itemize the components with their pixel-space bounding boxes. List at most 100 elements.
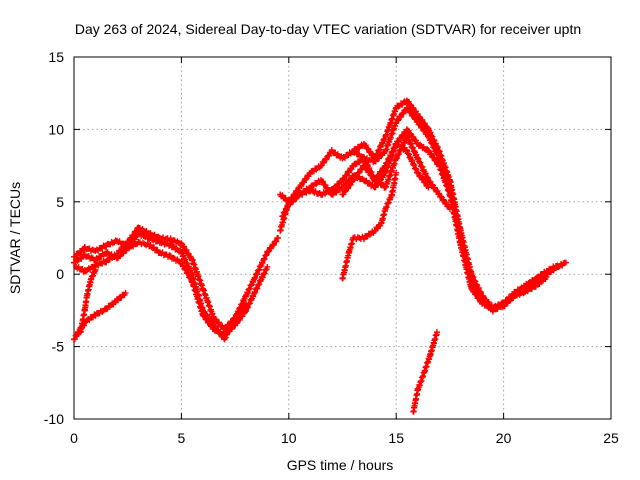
x-tick-label: 15 — [388, 430, 404, 446]
data-point — [307, 169, 314, 176]
data-point — [92, 266, 99, 273]
data-point — [532, 275, 539, 282]
series-arc-12 — [410, 329, 441, 415]
series-markers — [71, 239, 270, 338]
data-point — [371, 227, 378, 234]
data-point — [543, 274, 550, 281]
data-point — [414, 140, 421, 147]
data-point — [382, 162, 389, 169]
data-point — [434, 329, 441, 336]
data-point — [522, 282, 529, 289]
data-point — [81, 307, 88, 314]
data-point — [296, 191, 303, 198]
data-point — [414, 119, 421, 126]
data-point — [339, 177, 346, 184]
data-point — [156, 249, 163, 256]
data-point — [178, 249, 185, 256]
data-point — [178, 259, 185, 266]
chart-title: Day 263 of 2024, Sidereal Day-to-day VTE… — [75, 21, 581, 37]
y-tick-label: 10 — [48, 121, 64, 137]
grid-lines — [74, 57, 611, 419]
data-point — [279, 213, 286, 220]
data-point — [562, 259, 569, 266]
data-point — [318, 162, 325, 169]
data-point — [328, 191, 335, 198]
plot-frame — [73, 56, 612, 420]
y-axis-label: SDTVAR / TECUs — [7, 182, 23, 294]
data-point — [350, 177, 357, 184]
data-point — [403, 97, 410, 104]
data-point — [457, 242, 464, 249]
data-point — [371, 158, 378, 165]
data-point — [167, 242, 174, 249]
data-point — [178, 240, 185, 247]
data-point — [167, 236, 174, 243]
data-point — [242, 307, 249, 314]
data-point — [360, 155, 367, 162]
data-point — [318, 177, 325, 184]
data-point — [403, 104, 410, 111]
data-series — [71, 97, 569, 415]
data-point — [113, 297, 120, 304]
data-point — [403, 133, 410, 140]
data-point — [371, 184, 378, 191]
data-point — [113, 237, 120, 244]
data-point — [350, 162, 357, 169]
y-tick-label: -10 — [44, 411, 64, 427]
data-point — [427, 350, 434, 357]
data-point — [393, 155, 400, 162]
data-point — [360, 140, 367, 147]
data-point — [468, 285, 475, 292]
data-point — [360, 235, 367, 241]
data-point — [242, 300, 249, 307]
data-point — [318, 191, 325, 198]
data-point — [92, 248, 99, 255]
x-tick-label: 5 — [178, 430, 186, 446]
data-point — [242, 292, 249, 299]
data-point — [232, 321, 239, 328]
data-point — [339, 275, 346, 282]
y-tick-label: 0 — [56, 266, 64, 282]
data-point — [522, 288, 529, 295]
data-point — [436, 191, 443, 198]
x-tick-label: 0 — [70, 430, 78, 446]
data-point — [199, 285, 206, 292]
data-point — [81, 252, 88, 259]
data-point — [446, 191, 453, 198]
data-point — [103, 305, 110, 312]
data-point — [210, 326, 217, 333]
data-point — [446, 206, 453, 213]
data-point — [275, 235, 282, 241]
data-point — [345, 249, 352, 256]
y-tick-label: 15 — [48, 49, 64, 65]
data-point — [264, 249, 271, 256]
data-point — [210, 314, 217, 321]
series-arc-1 — [71, 230, 282, 343]
data-point — [221, 332, 228, 339]
data-point — [500, 303, 507, 310]
data-point — [71, 336, 77, 343]
data-point — [388, 191, 395, 198]
data-point — [296, 184, 303, 191]
data-point — [92, 256, 99, 263]
data-point — [382, 206, 389, 213]
data-point — [88, 275, 95, 282]
data-point — [378, 220, 385, 227]
data-point — [393, 104, 400, 111]
axis-ticks: 0 5 10 15 20 25 -10 -5 0 5 10 15 — [44, 49, 619, 446]
data-point — [489, 305, 496, 312]
series-markers — [71, 230, 281, 342]
data-point — [393, 140, 400, 147]
data-point — [135, 239, 142, 246]
x-tick-label: 20 — [496, 430, 512, 446]
data-point — [81, 268, 88, 275]
series-arc-7 — [279, 104, 561, 315]
data-point — [339, 155, 346, 162]
data-point — [285, 198, 292, 205]
data-point — [71, 259, 77, 266]
data-point — [414, 155, 421, 162]
data-point — [92, 311, 99, 318]
data-point — [146, 242, 153, 249]
data-point — [414, 169, 421, 176]
